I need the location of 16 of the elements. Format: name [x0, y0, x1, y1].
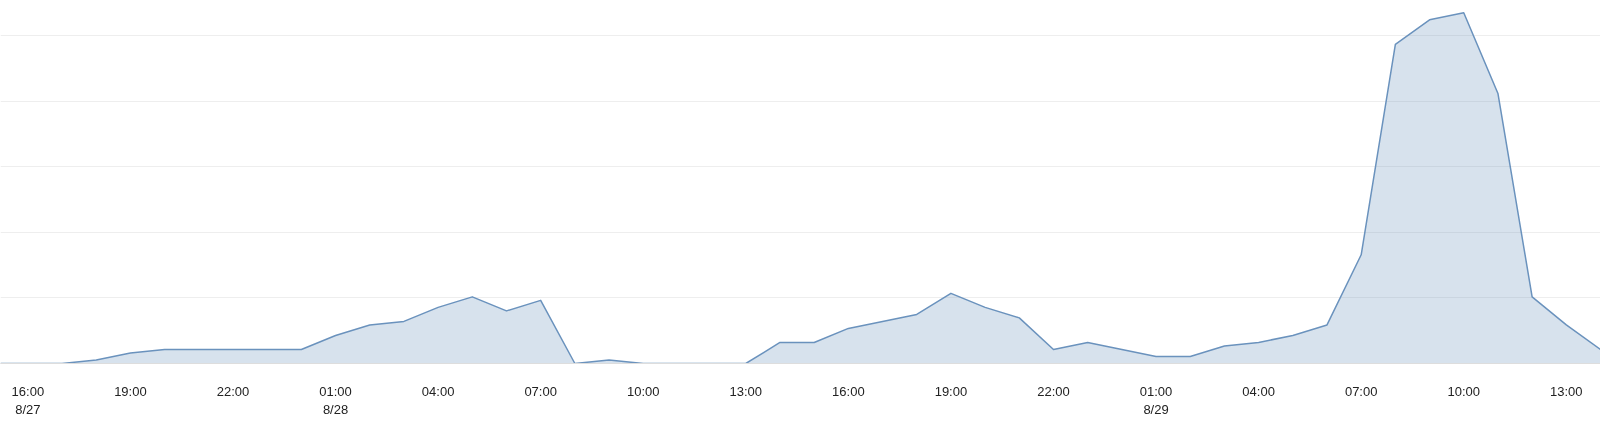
x-tick-label: 10:00 — [1447, 383, 1481, 399]
x-tick-label: 13:00 — [1550, 383, 1583, 399]
x-tick-label: 04:00 — [1242, 383, 1275, 399]
x-tick-label: 22:00 — [216, 383, 250, 399]
x-tick-label: 22:00 — [1037, 383, 1070, 399]
x-tick-label: 04:00 — [421, 383, 455, 399]
x-tick-label: 07:00 — [524, 383, 557, 399]
x-tick-label: 01:00 8/29 — [1139, 383, 1173, 417]
x-tick-label: 07:00 — [1344, 383, 1378, 399]
x-tick-label: 16:00 8/27 — [11, 383, 45, 417]
x-tick-label: 13:00 — [729, 383, 763, 399]
x-tick-label: 19:00 — [114, 383, 147, 399]
x-tick-label: 10:00 — [626, 383, 660, 399]
x-tick-label: 16:00 — [832, 383, 865, 399]
x-tick-label: 01:00 8/28 — [319, 383, 352, 417]
x-tick-label: 19:00 — [934, 383, 968, 399]
